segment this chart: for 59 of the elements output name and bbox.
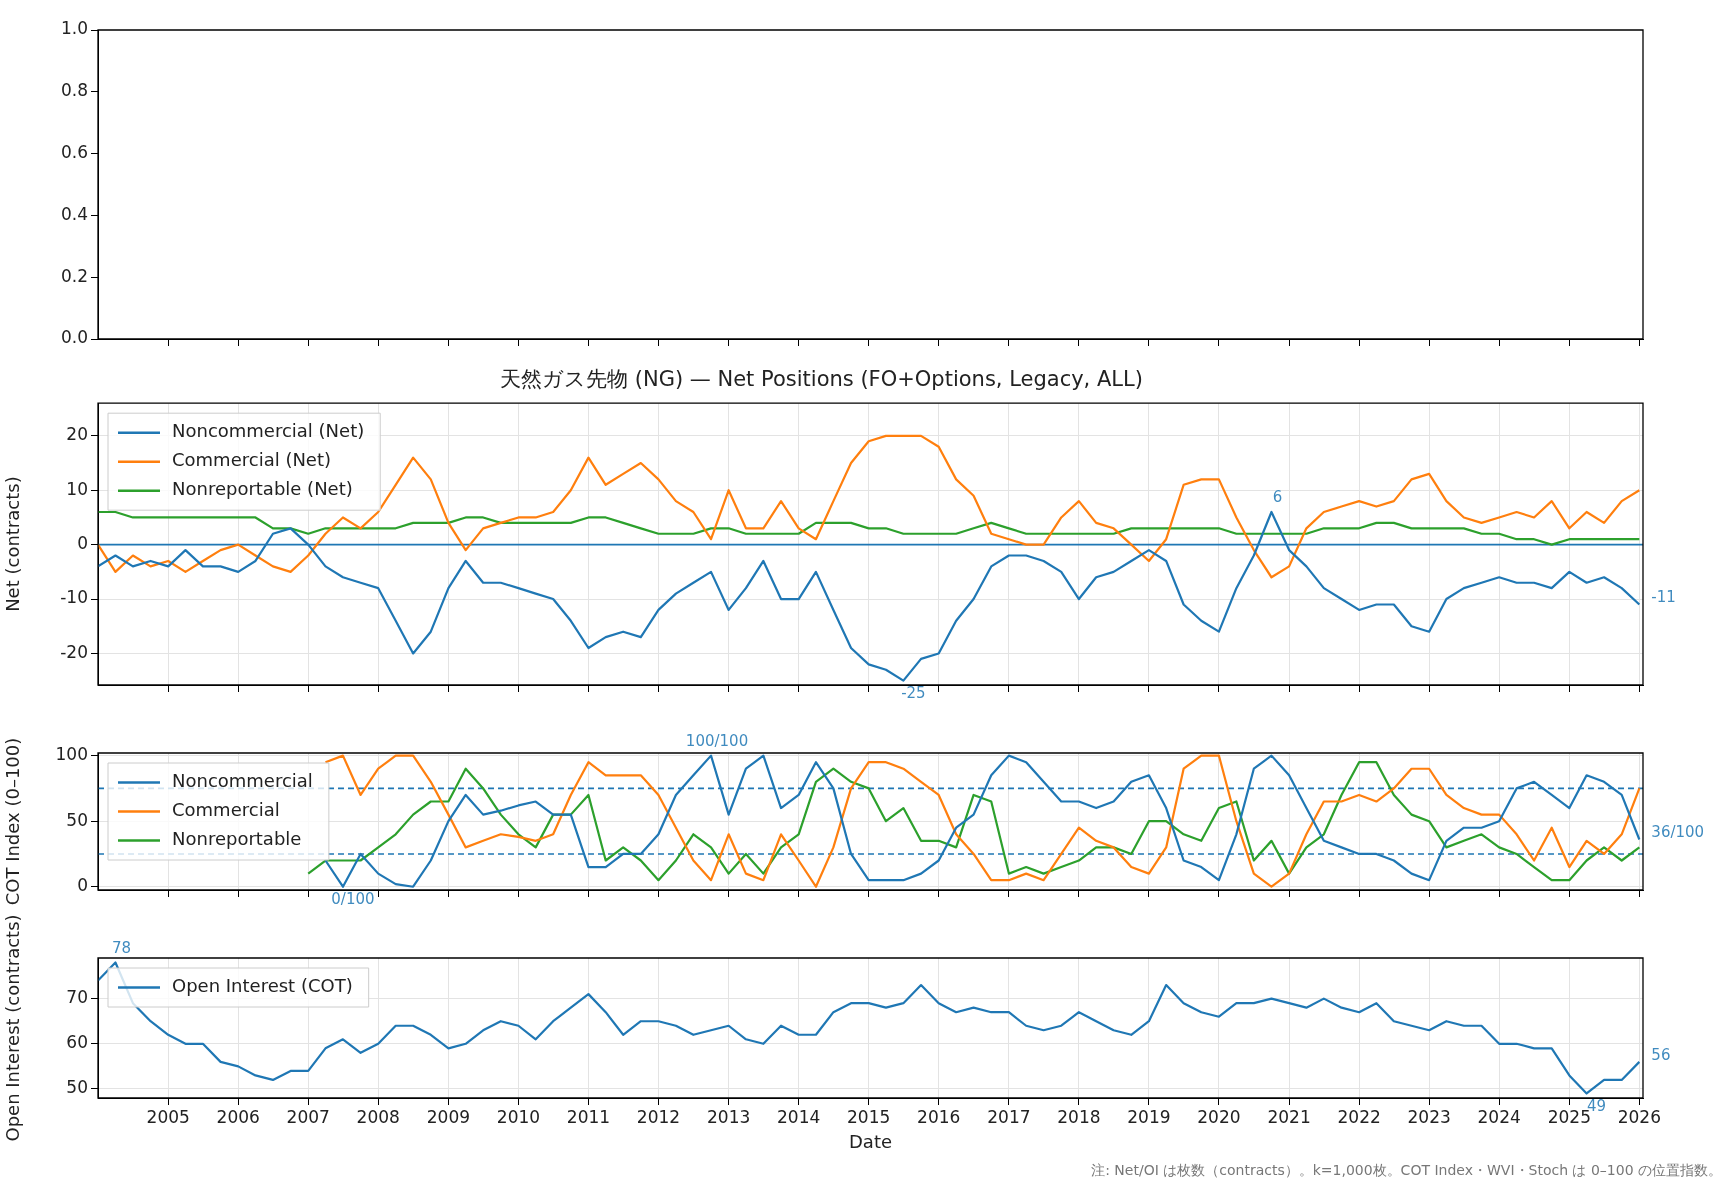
legend-label: Commercial (172, 799, 280, 821)
x-tick-label: 2011 (566, 1106, 611, 1127)
legend-label: Noncommercial (172, 770, 313, 792)
annotation: 36/100 (1651, 823, 1705, 842)
x-tick-label: 2015 (847, 1106, 891, 1127)
x-tick-label: 2012 (636, 1106, 681, 1127)
y-tick-label: 0.2 (60, 265, 88, 286)
x-tick-label: 2026 (1617, 1106, 1661, 1127)
y-tick-label: 1.0 (60, 18, 88, 39)
y-tick-label: 10 (66, 478, 88, 499)
y-tick-label: 0.6 (60, 142, 88, 163)
x-tick-label: 2007 (286, 1106, 330, 1127)
x-tick-label: 2017 (987, 1106, 1031, 1127)
x-tick-label: 2023 (1407, 1106, 1451, 1127)
text: 注: Net/OI は枚数（contracts）。k=1,000枚。COT Index・WVI・Stoch は 0–100 の位置指数。 (1091, 1161, 1722, 1178)
x-tick-label: 2018 (1057, 1106, 1101, 1127)
x-tick-label: 2013 (707, 1106, 751, 1127)
y-tick-label: -10 (60, 587, 88, 608)
x-tick-label: 2020 (1197, 1106, 1241, 1127)
y-tick-label: -20 (60, 641, 88, 662)
annotation: -25 (901, 684, 926, 703)
y-axis-title: Net (contracts) (2, 476, 24, 612)
y-tick-label: 100 (55, 744, 88, 765)
y-tick-label: 0 (77, 875, 88, 896)
x-tick-label: 2021 (1267, 1106, 1311, 1127)
y-tick-label: 0.0 (60, 327, 88, 348)
chart-title: 天然ガス先物 (NG) — Net Positions (FO+Options, Legacy, ALL) (500, 367, 1143, 392)
y-tick-label: 60 (66, 1032, 88, 1053)
x-tick-label: 2024 (1477, 1106, 1521, 1127)
x-tick-label: 2008 (356, 1106, 400, 1127)
annotation: 6 (1272, 488, 1283, 507)
x-axis-title: Date (848, 1130, 893, 1152)
y-tick-label: 20 (66, 424, 88, 445)
legend-label: Nonreportable (Net) (172, 478, 353, 500)
y-tick-label: 0.4 (60, 203, 88, 224)
annotation: 100/100 (685, 732, 749, 751)
x-tick-label: 2016 (917, 1106, 961, 1127)
y-axis-title: COT Index (0–100) (2, 737, 24, 906)
y-tick-label: 70 (66, 987, 88, 1008)
x-tick-label: 2006 (216, 1106, 260, 1127)
x-tick-label: 2010 (496, 1106, 541, 1127)
x-tick-label: 2005 (146, 1106, 190, 1127)
x-tick-label: 2019 (1127, 1106, 1171, 1127)
y-tick-label: 50 (66, 1077, 88, 1098)
legend-label: Nonreportable (172, 828, 302, 850)
legend-label: Commercial (Net) (172, 449, 332, 471)
annotation: 0/100 (331, 890, 375, 909)
legend-label: Open Interest (COT) (172, 975, 353, 997)
annotation: 56 (1651, 1045, 1671, 1064)
y-tick-label: 0 (77, 533, 88, 554)
legend-label: Noncommercial (Net) (172, 420, 365, 442)
y-tick-label: 0.8 (60, 80, 88, 101)
annotation: 78 (111, 938, 131, 957)
y-tick-label: 50 (66, 809, 88, 830)
y-axis-title: Open Interest (contracts) (2, 914, 24, 1142)
x-tick-label: 2022 (1337, 1106, 1381, 1127)
x-tick-label: 2009 (426, 1106, 471, 1127)
annotation: -11 (1651, 588, 1676, 607)
x-tick-label: 2014 (777, 1106, 821, 1127)
